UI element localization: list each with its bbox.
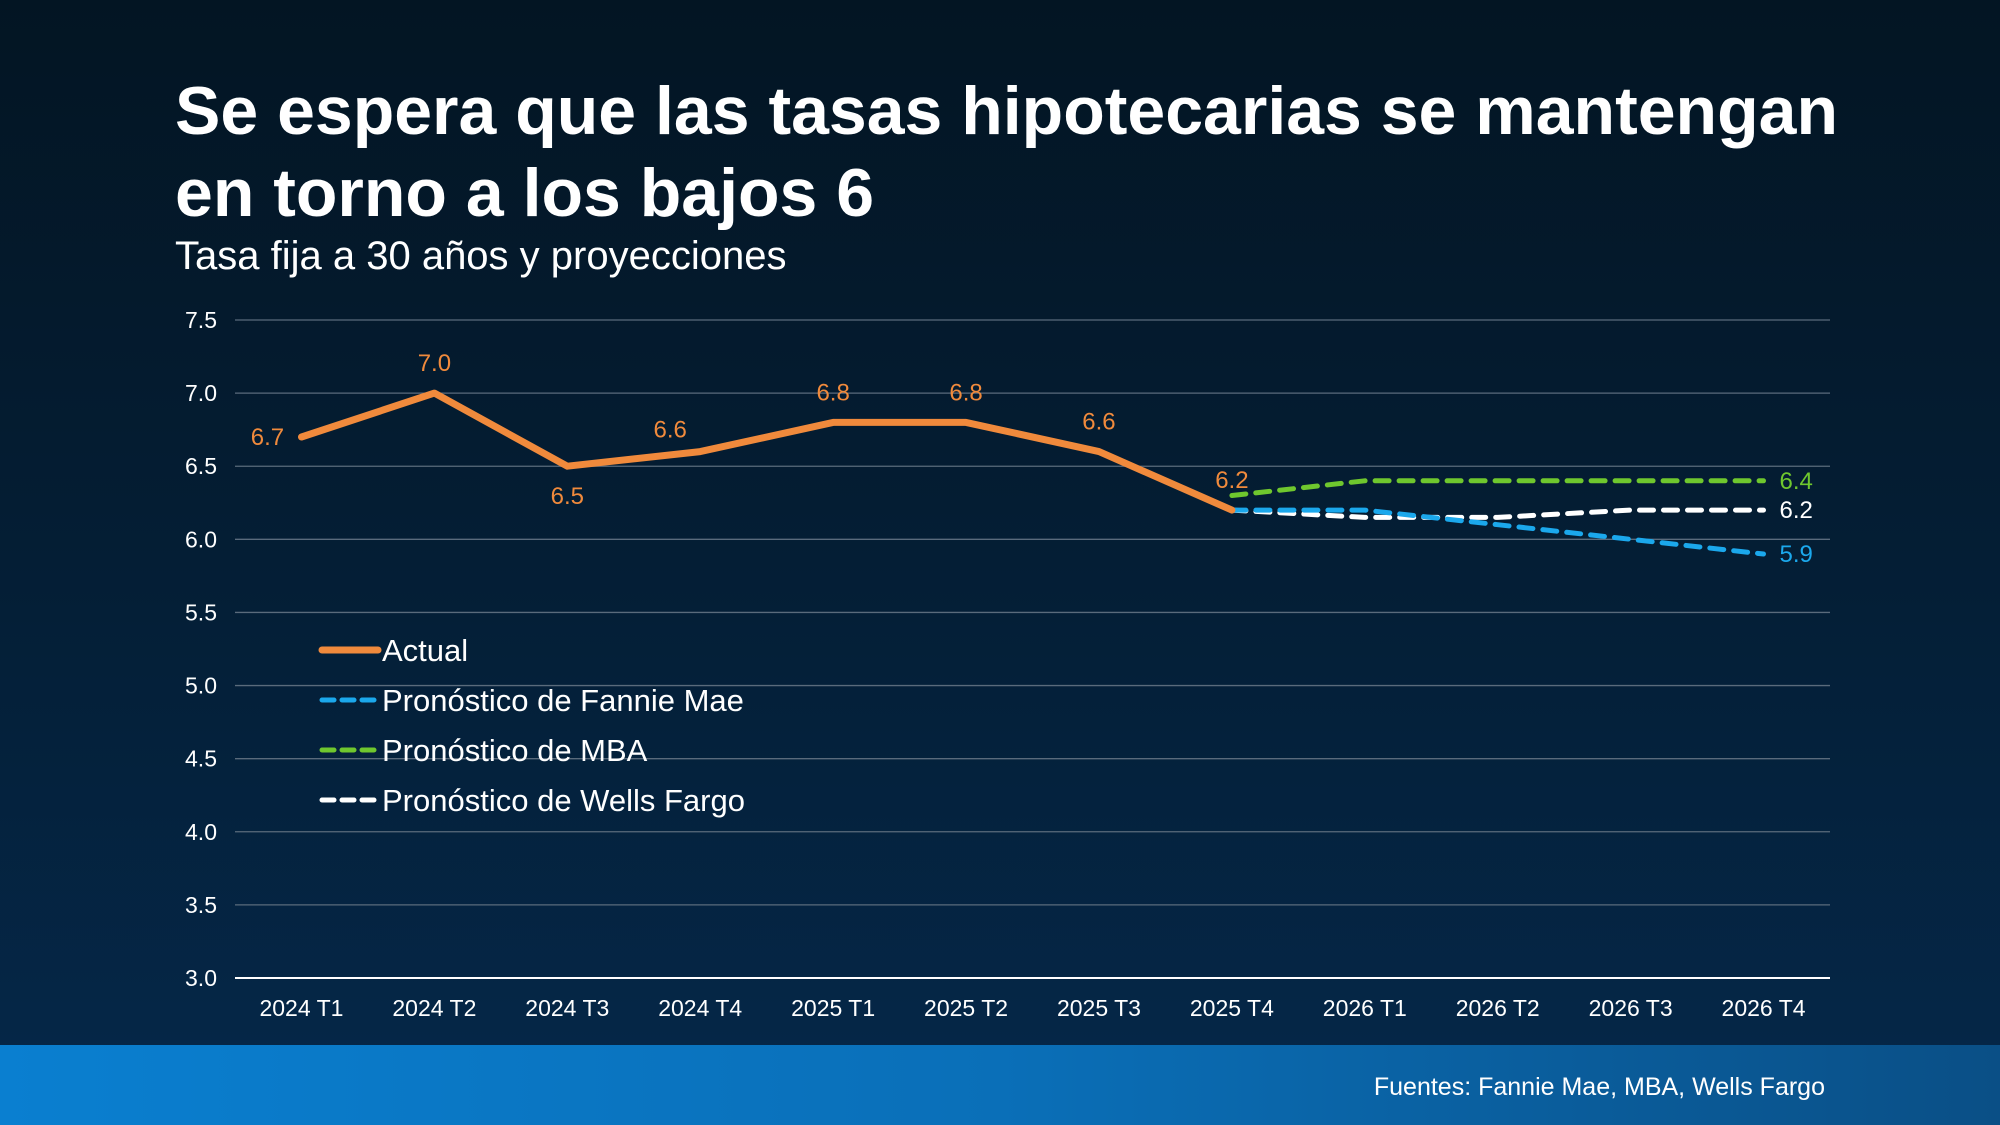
data-label-actual: 6.5	[551, 483, 584, 510]
y-tick-label: 6.5	[185, 453, 217, 479]
x-tick-label: 2025 T4	[1190, 995, 1274, 1021]
y-tick-label: 5.5	[185, 599, 217, 625]
chart-subtitle: Tasa fija a 30 años y proyecciones	[175, 234, 787, 278]
x-tick-label: 2026 T4	[1722, 995, 1806, 1021]
y-tick-label: 3.0	[185, 965, 217, 991]
source-note: Fuentes: Fannie Mae, MBA, Wells Fargo	[1373, 1073, 1825, 1101]
y-tick-label: 7.5	[185, 307, 217, 333]
legend-label-mba: Pronóstico de MBA	[382, 733, 648, 768]
legend-label-wells: Pronóstico de Wells Fargo	[382, 783, 745, 818]
series-line-mba	[1229, 478, 1766, 498]
chart-title: Se espera que las tasas hipotecarias se …	[175, 73, 1838, 231]
x-axis-ticks: 2024 T1 2024 T2 2024 T3 2024 T4 2025 T1 2025 …	[259, 995, 1805, 1021]
x-tick-label: 2026 T2	[1456, 995, 1540, 1021]
y-tick-label: 5.0	[185, 673, 217, 699]
footer-bar: Fuentes: Fannie Mae, MBA, Wells Fargo	[0, 1045, 2000, 1125]
data-label-actual: 6.8	[949, 379, 982, 406]
data-label-actual: 6.2	[1215, 467, 1248, 494]
x-tick-label: 2025 T1	[791, 995, 875, 1021]
grid-lines	[235, 319, 1830, 979]
y-tick-label: 6.0	[185, 526, 217, 552]
line-chart: 3.03.54.04.55.05.56.06.57.07.5 2024 T1 20…	[185, 307, 1830, 1021]
x-tick-label: 2026 T1	[1323, 995, 1407, 1021]
y-axis-ticks: 3.0 3.5 4.0 4.5 5.0 5.5 6.0 6.5 7.0 7.5	[185, 307, 217, 991]
data-label-mba: 6.4	[1780, 468, 1813, 495]
series-lines	[298, 389, 1766, 557]
x-tick-label: 2025 T2	[924, 995, 1008, 1021]
data-label-actual: 6.8	[816, 379, 849, 406]
x-tick-label: 2024 T1	[259, 995, 343, 1021]
x-tick-label: 2026 T3	[1589, 995, 1673, 1021]
series-line-wells	[1229, 507, 1766, 520]
series-line-actual	[298, 389, 1236, 514]
data-label-actual: 6.6	[654, 417, 687, 444]
data-labels: 6.77.06.56.66.8 6.86.66.25.96.46.2	[251, 350, 1813, 568]
x-tick-label: 2024 T4	[658, 995, 742, 1021]
y-tick-label: 3.5	[185, 892, 217, 918]
series-line-fannie	[1229, 507, 1766, 557]
data-label-actual: 6.6	[1082, 409, 1115, 436]
legend-label-fannie: Pronóstico de Fannie Mae	[382, 683, 744, 718]
y-tick-label: 7.0	[185, 380, 217, 406]
legend: Actual Pronóstico de Fannie Mae Pronóstico…	[318, 633, 745, 818]
x-tick-label: 2024 T3	[525, 995, 609, 1021]
data-label-actual: 7.0	[418, 350, 451, 377]
data-label-actual: 6.7	[251, 424, 284, 451]
data-label-fannie: 5.9	[1780, 541, 1813, 568]
y-tick-label: 4.5	[185, 746, 217, 772]
data-label-wells: 6.2	[1780, 497, 1813, 524]
x-tick-label: 2024 T2	[392, 995, 476, 1021]
x-tick-label: 2025 T3	[1057, 995, 1141, 1021]
y-tick-label: 4.0	[185, 819, 217, 845]
legend-label-actual: Actual	[382, 633, 468, 668]
